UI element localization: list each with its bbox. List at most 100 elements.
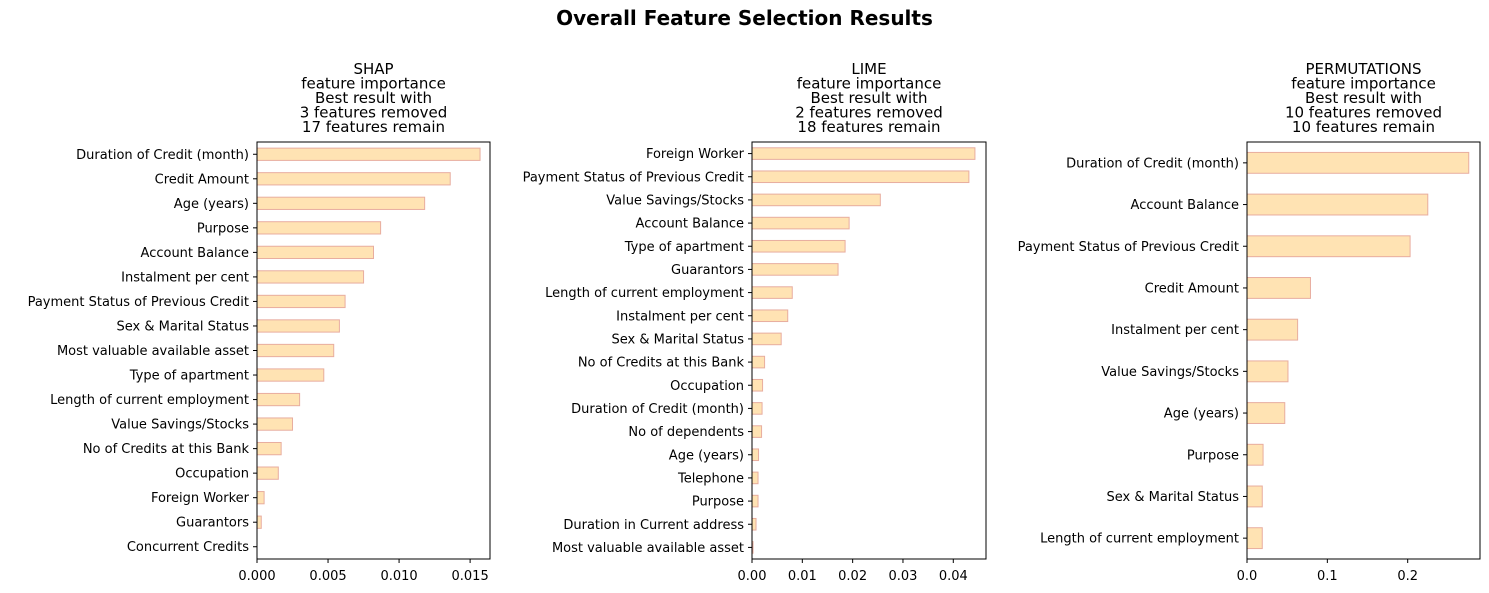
category-label: Payment Status of Previous Credit (1018, 240, 1239, 255)
subplot-title-line: feature importance (1291, 75, 1436, 93)
subplot-title-line: 17 features remain (302, 118, 445, 136)
subplot-title-line: PERMUTATIONS (1305, 60, 1421, 78)
category-label: Most valuable available asset (57, 344, 249, 359)
bar (256, 392, 301, 407)
bar (1246, 151, 1470, 174)
category-label: Foreign Worker (646, 147, 745, 162)
category-label: Sex & Marital Status (1107, 490, 1240, 505)
bar (751, 448, 760, 462)
bar (751, 517, 757, 531)
category-label: Account Balance (141, 246, 249, 261)
x-tick-label: 0.005 (309, 569, 346, 584)
category-label: Purpose (197, 221, 249, 236)
subplot-title-line: Best result with (810, 89, 927, 107)
bar (256, 319, 340, 333)
bar (751, 332, 782, 346)
bar (1246, 402, 1286, 424)
category-label: Purpose (692, 495, 744, 510)
category-label: Payment Status of Previous Credit (523, 170, 744, 185)
category-label: Guarantors (671, 263, 744, 278)
category-label: Type of apartment (624, 240, 744, 255)
bar (751, 263, 839, 276)
bar (256, 196, 426, 210)
category-label: Value Savings/Stocks (1101, 365, 1239, 380)
bar (751, 216, 850, 230)
category-label: Purpose (1187, 448, 1239, 463)
category-label: Occupation (670, 379, 744, 394)
bar (256, 172, 451, 186)
category-label: Concurrent Credits (127, 540, 249, 555)
bar (256, 491, 265, 505)
x-tick-label: 0.010 (380, 569, 417, 584)
subplot-title-line: Best result with (315, 89, 432, 107)
x-tick-label: 0.000 (238, 569, 275, 584)
subplot-title-line: feature importance (797, 75, 942, 93)
category-label: Age (years) (174, 197, 249, 212)
category-label: Payment Status of Previous Credit (28, 295, 249, 310)
subplot-title-line: 10 features remain (1292, 118, 1435, 136)
bar (1246, 485, 1263, 508)
subplot-title-line: 3 features removed (300, 104, 448, 122)
category-label: Foreign Worker (151, 491, 250, 506)
x-tick-label: 0.1 (1317, 569, 1338, 584)
category-label: Account Balance (1131, 198, 1239, 213)
category-label: Age (years) (669, 448, 744, 463)
subplot-title-line: LIME (851, 60, 886, 78)
bar (751, 494, 759, 508)
bar (1246, 360, 1289, 383)
category-label: Sex & Marital Status (612, 332, 745, 347)
x-tick-label: 0.03 (888, 569, 917, 584)
bar (751, 378, 764, 392)
bar (256, 417, 294, 431)
bar (256, 515, 262, 529)
bar (256, 270, 365, 284)
bar (256, 147, 481, 161)
category-label: Duration in Current address (563, 518, 744, 533)
category-label: Length of current employment (1040, 532, 1239, 547)
category-label: Telephone (677, 471, 744, 486)
subplot-title-line: SHAP (353, 60, 393, 78)
category-label: Type of apartment (129, 369, 249, 384)
bar (751, 471, 759, 485)
bar (751, 239, 846, 253)
category-label: Duration of Credit (month) (1066, 156, 1239, 171)
subplot-title-line: feature importance (301, 75, 446, 93)
bar (1246, 527, 1263, 550)
bar (256, 294, 346, 309)
bar (1246, 193, 1429, 216)
axes-frame (256, 141, 491, 560)
bar (1246, 318, 1299, 341)
category-label: Duration of Credit (month) (76, 148, 249, 163)
bar (751, 309, 789, 323)
category-label: No of Credits at this Bank (83, 442, 250, 457)
subplot-title-line: Best result with (1305, 89, 1422, 107)
bar (256, 441, 282, 456)
bar (1246, 277, 1311, 299)
bar (751, 286, 793, 299)
subplot-title-line: 10 features removed (1285, 104, 1442, 122)
category-label: Age (years) (1164, 407, 1239, 422)
subplot-title-line: 2 features removed (795, 104, 943, 122)
axes-frame (1246, 141, 1481, 560)
x-tick-label: 0.02 (838, 569, 867, 584)
category-label: Value Savings/Stocks (111, 418, 249, 433)
category-label: Instalment per cent (121, 270, 249, 285)
bar (751, 425, 763, 438)
axes-frame (751, 141, 987, 560)
category-label: Credit Amount (155, 172, 249, 187)
category-label: Occupation (175, 467, 249, 482)
category-label: Length of current employment (545, 286, 744, 301)
x-tick-label: 0.04 (939, 569, 968, 584)
bar (256, 466, 279, 480)
category-label: Account Balance (636, 217, 744, 232)
category-label: Instalment per cent (1111, 323, 1239, 338)
bar (1246, 235, 1411, 258)
category-label: Duration of Credit (month) (571, 402, 744, 417)
category-label: No of Credits at this Bank (578, 356, 745, 371)
category-label: Credit Amount (1145, 281, 1239, 296)
category-label: Length of current employment (50, 393, 249, 408)
category-label: Most valuable available asset (552, 541, 744, 556)
bar (751, 193, 881, 207)
bar (256, 221, 382, 235)
